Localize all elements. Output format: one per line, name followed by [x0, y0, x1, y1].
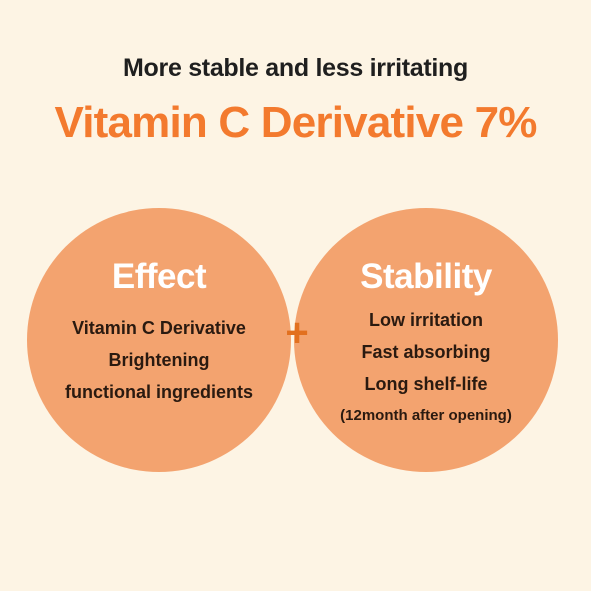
stability-item: Low irritation [369, 310, 483, 330]
stability-list: Low irritation Fast absorbing Long shelf… [294, 304, 558, 432]
effect-item: functional ingredients [64, 382, 253, 402]
stability-circle [294, 208, 558, 472]
plus-icon: + [285, 311, 309, 355]
effect-heading: Effect [111, 257, 207, 296]
stability-heading: Stability [360, 257, 492, 296]
effect-circle [27, 208, 291, 472]
effect-item: Vitamin C Derivative [72, 318, 246, 338]
stability-item: Long shelf-life [364, 374, 488, 394]
headline-title: Vitamin C Derivative 7% [54, 98, 537, 147]
effect-item: Brightening [108, 350, 210, 370]
stability-note: (12month after opening) [340, 407, 512, 424]
subtitle: More stable and less irritating [123, 54, 468, 82]
stability-item: Fast absorbing [361, 342, 491, 362]
effect-list: Vitamin C Derivative Brightening functio… [27, 312, 291, 408]
